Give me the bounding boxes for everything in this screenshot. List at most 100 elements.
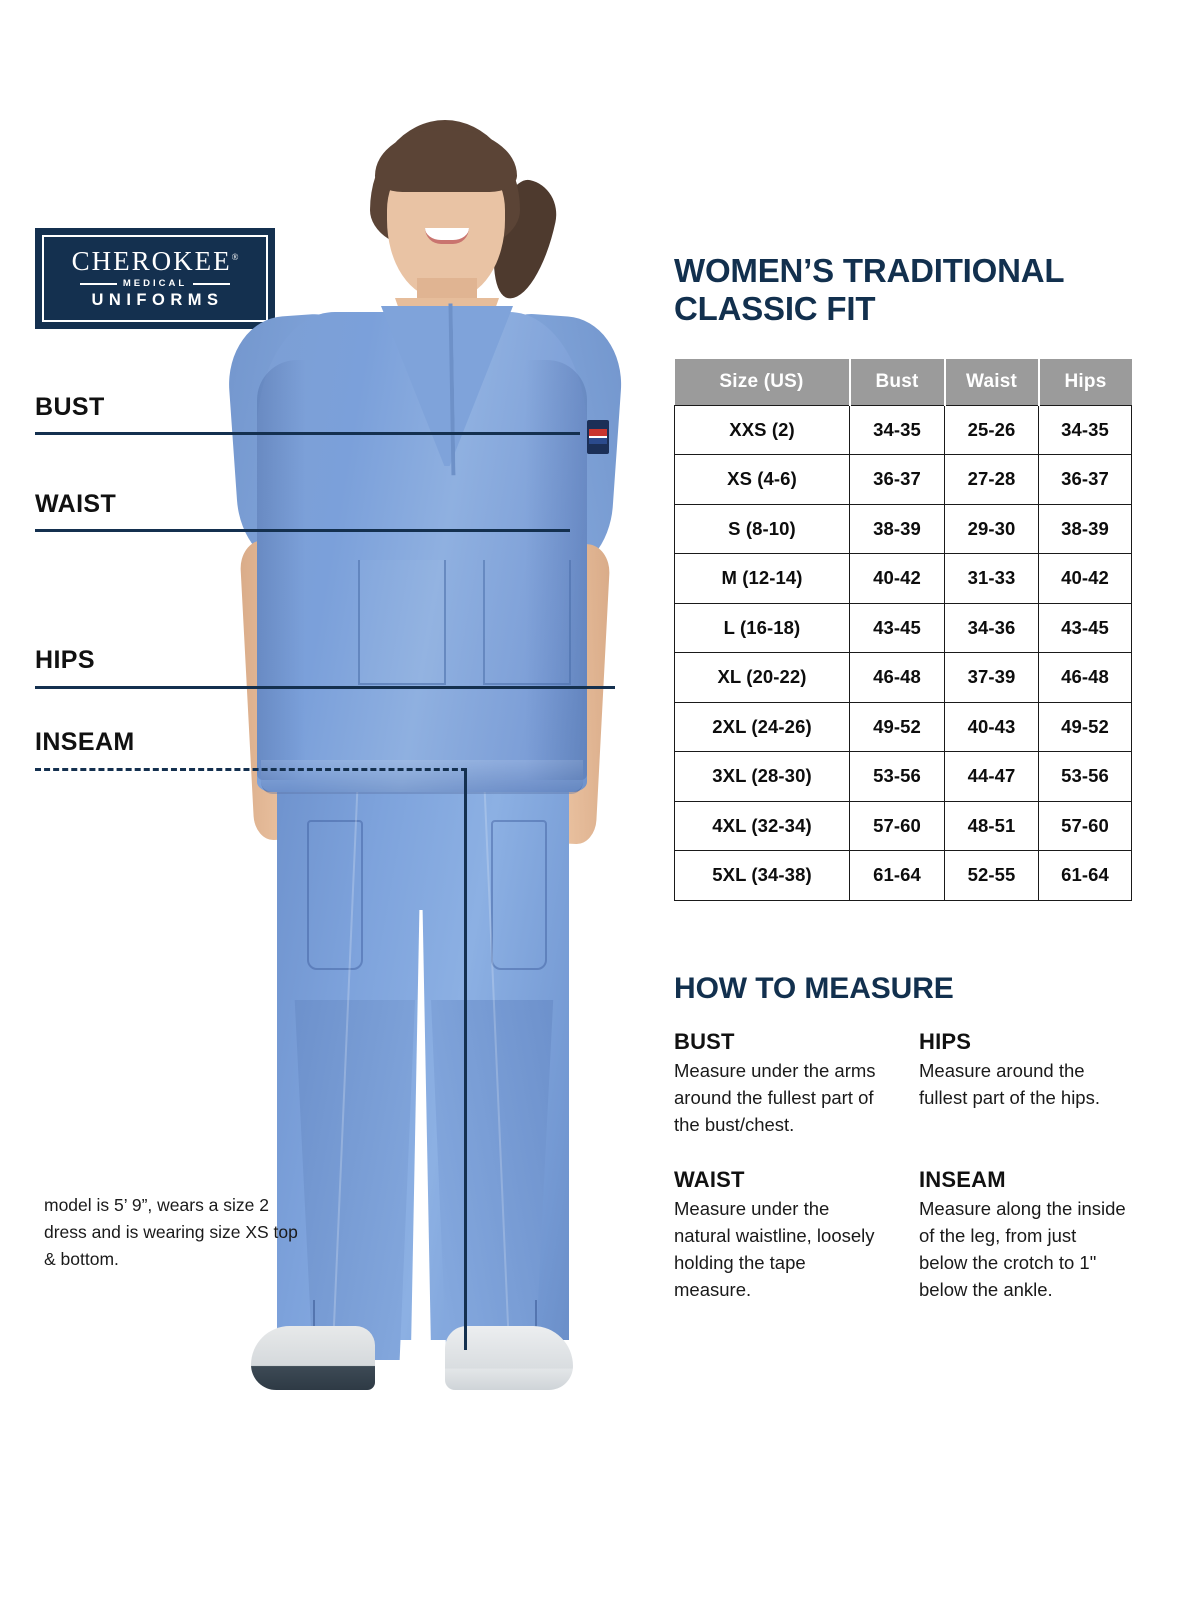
measurement-line-hips <box>35 686 615 689</box>
cell-hips: 36-37 <box>1038 454 1132 505</box>
table-header-row: Size (US) Bust Waist Hips <box>674 359 1132 405</box>
logo-wordmark: CHEROKEE® <box>72 248 239 275</box>
cell-size: 4XL (32-34) <box>674 800 850 851</box>
measurement-label-bust: BUST <box>35 393 105 421</box>
cell-bust: 53-56 <box>849 751 945 802</box>
cell-hips: 43-45 <box>1038 602 1132 653</box>
sleeve-brand-tag-icon <box>587 420 609 454</box>
hair-fringe <box>375 130 517 192</box>
cell-hips: 53-56 <box>1038 751 1132 802</box>
scrub-top-hem <box>261 760 583 794</box>
pants-right-leg <box>431 1000 554 1360</box>
how-to-measure-hips-title: HIPS <box>919 1029 972 1054</box>
cell-waist: 34-36 <box>944 602 1039 653</box>
how-to-measure-inseam: INSEAM Measure along the inside of the l… <box>919 1167 1134 1304</box>
cell-hips: 57-60 <box>1038 800 1132 851</box>
cell-bust: 43-45 <box>849 602 945 653</box>
measurement-label-waist: WAIST <box>35 490 117 518</box>
table-row: XXS (2) 34-35 25-26 34-35 <box>674 404 1132 455</box>
logo-medical-text: MEDICAL <box>122 278 188 290</box>
logo-frame: CHEROKEE® MEDICAL UNIFORMS <box>42 235 268 322</box>
cell-bust: 46-48 <box>849 652 945 703</box>
how-to-measure-heading: HOW TO MEASURE <box>674 972 954 1005</box>
cell-hips: 61-64 <box>1038 850 1132 901</box>
cell-hips: 34-35 <box>1038 404 1132 455</box>
table-row: 4XL (32-34) 57-60 48-51 57-60 <box>674 800 1132 851</box>
page-title: WOMEN’S TRADITIONAL CLASSIC FIT <box>674 252 1134 329</box>
model-figure <box>195 120 665 1420</box>
cell-size: XXS (2) <box>674 404 850 455</box>
pants-left-cargo-pocket <box>307 820 363 970</box>
cell-bust: 38-39 <box>849 503 945 554</box>
registered-mark-icon: ® <box>231 252 239 263</box>
how-to-measure-waist: WAIST Measure under the natural waistlin… <box>674 1167 919 1304</box>
measurement-label-inseam: INSEAM <box>35 728 135 756</box>
measurement-line-inseam-vertical <box>464 768 467 1350</box>
scrub-top-right-shading <box>525 360 587 780</box>
cell-waist: 29-30 <box>944 503 1039 554</box>
how-to-measure-hips-text: Measure around the fullest part of the h… <box>919 1060 1100 1109</box>
cell-waist: 25-26 <box>944 404 1039 455</box>
cell-bust: 49-52 <box>849 701 945 752</box>
size-chart-panel: WOMEN’S TRADITIONAL CLASSIC FIT Size (US… <box>674 0 1144 1600</box>
how-to-measure-waist-title: WAIST <box>674 1166 745 1192</box>
pants-left-vent <box>313 1300 315 1346</box>
table-row: 3XL (28-30) 53-56 44-47 53-56 <box>674 751 1132 802</box>
cell-size: S (8-10) <box>674 503 850 554</box>
measurement-line-inseam <box>35 768 467 771</box>
logo-rule-right <box>193 283 230 285</box>
pants-right-cargo-pocket <box>491 820 547 970</box>
scrub-top-right-pocket <box>483 560 571 685</box>
cell-waist: 27-28 <box>944 454 1039 505</box>
smile <box>425 228 469 244</box>
cell-size: 2XL (24-26) <box>674 701 850 752</box>
column-header-hips: Hips <box>1038 359 1132 405</box>
cell-hips: 46-48 <box>1038 652 1132 703</box>
cell-size: M (12-14) <box>674 553 850 604</box>
page-title-line2: CLASSIC FIT <box>674 290 876 328</box>
table-row: M (12-14) 40-42 31-33 40-42 <box>674 553 1132 604</box>
column-header-waist: Waist <box>944 359 1040 405</box>
cell-waist: 37-39 <box>944 652 1039 703</box>
cell-waist: 48-51 <box>944 800 1039 851</box>
cherokee-logo: CHEROKEE® MEDICAL UNIFORMS <box>35 228 275 329</box>
table-row: 5XL (34-38) 61-64 52-55 61-64 <box>674 850 1132 901</box>
cell-size: 3XL (28-30) <box>674 751 850 802</box>
cell-bust: 36-37 <box>849 454 945 505</box>
scrub-top-left-pocket <box>358 560 446 685</box>
cell-bust: 34-35 <box>849 404 945 455</box>
cell-size: XL (20-22) <box>674 652 850 703</box>
cell-hips: 40-42 <box>1038 553 1132 604</box>
measurement-line-waist <box>35 529 570 532</box>
cell-bust: 61-64 <box>849 850 945 901</box>
measurement-line-bust <box>35 432 580 435</box>
table-body: XXS (2) 34-35 25-26 34-35 XS (4-6) 36-37… <box>674 404 1132 901</box>
logo-brand-text: CHEROKEE <box>71 246 232 277</box>
page-title-line1: WOMEN’S TRADITIONAL <box>674 252 1065 289</box>
how-to-measure-bust-text: Measure under the arms around the fulles… <box>674 1060 876 1136</box>
table-row: XS (4-6) 36-37 27-28 36-37 <box>674 454 1132 505</box>
model-caption: model is 5’ 9”, wears a size 2 dress and… <box>44 1195 298 1270</box>
size-chart-table: Size (US) Bust Waist Hips XXS (2) 34-35 … <box>674 359 1132 901</box>
cell-waist: 31-33 <box>944 553 1039 604</box>
cell-waist: 44-47 <box>944 751 1039 802</box>
table-row: S (8-10) 38-39 29-30 38-39 <box>674 503 1132 554</box>
cell-bust: 40-42 <box>849 553 945 604</box>
cell-hips: 49-52 <box>1038 701 1132 752</box>
logo-rule-left <box>80 283 117 285</box>
cell-size: XS (4-6) <box>674 454 850 505</box>
cell-size: L (16-18) <box>674 602 850 653</box>
how-to-measure-inseam-text: Measure along the inside of the leg, fro… <box>919 1197 1126 1301</box>
cell-waist: 40-43 <box>944 701 1039 752</box>
cell-bust: 57-60 <box>849 800 945 851</box>
cell-waist: 52-55 <box>944 850 1039 901</box>
cell-hips: 38-39 <box>1038 503 1132 554</box>
how-to-measure-inseam-title: INSEAM <box>919 1166 1006 1192</box>
scrub-top-left-shading <box>257 360 305 780</box>
table-row: 2XL (24-26) 49-52 40-43 49-52 <box>674 701 1132 752</box>
logo-uniforms-text: UNIFORMS <box>91 291 224 310</box>
how-to-measure-bust: BUST Measure under the arms around the f… <box>674 1029 919 1139</box>
left-shoe <box>251 1326 375 1390</box>
cell-size: 5XL (34-38) <box>674 850 850 901</box>
figure-panel: CHEROKEE® MEDICAL UNIFORMS <box>35 120 665 1420</box>
